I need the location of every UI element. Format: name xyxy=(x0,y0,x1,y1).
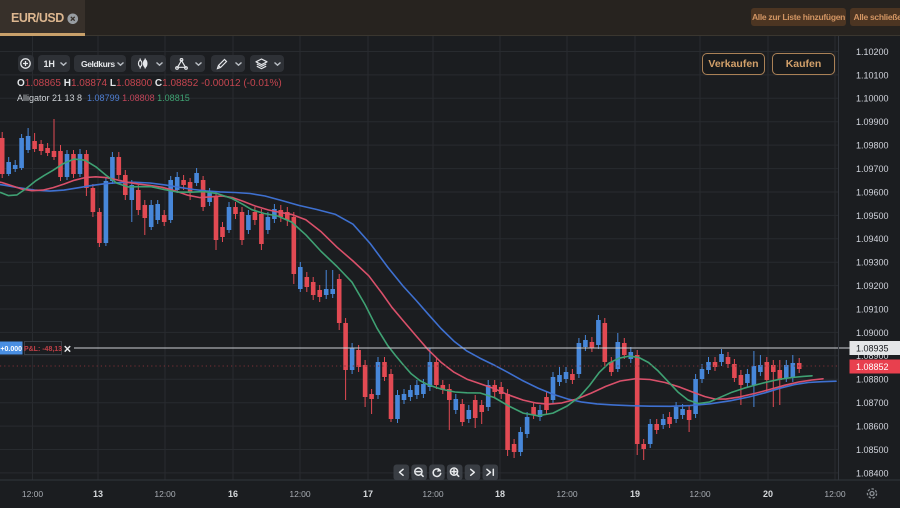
svg-text:1.08900: 1.08900 xyxy=(856,351,889,361)
svg-text:1.08700: 1.08700 xyxy=(856,398,889,408)
svg-text:13: 13 xyxy=(93,489,103,499)
svg-text:1.09400: 1.09400 xyxy=(856,234,889,244)
svg-text:20: 20 xyxy=(763,489,773,499)
svg-text:1.08852: 1.08852 xyxy=(856,362,889,372)
svg-text:12:00: 12:00 xyxy=(154,489,176,499)
svg-text:18: 18 xyxy=(495,489,505,499)
svg-text:1.10200: 1.10200 xyxy=(856,47,889,57)
svg-text:12:00: 12:00 xyxy=(289,489,311,499)
svg-text:1.09300: 1.09300 xyxy=(856,258,889,268)
svg-text:1.09200: 1.09200 xyxy=(856,281,889,291)
svg-text:12:00: 12:00 xyxy=(824,489,846,499)
svg-text:1.09800: 1.09800 xyxy=(856,141,889,151)
svg-text:12:00: 12:00 xyxy=(556,489,578,499)
svg-text:17: 17 xyxy=(363,489,373,499)
svg-text:1.09500: 1.09500 xyxy=(856,211,889,221)
svg-text:1.09000: 1.09000 xyxy=(856,328,889,338)
svg-text:16: 16 xyxy=(228,489,238,499)
svg-text:1.09700: 1.09700 xyxy=(856,164,889,174)
svg-text:12:00: 12:00 xyxy=(689,489,711,499)
svg-text:1.08600: 1.08600 xyxy=(856,422,889,432)
svg-text:+0.000: +0.000 xyxy=(0,346,22,353)
svg-text:✕: ✕ xyxy=(63,345,71,356)
svg-text:1.09600: 1.09600 xyxy=(856,187,889,197)
svg-text:1.08800: 1.08800 xyxy=(856,375,889,385)
svg-text:1.08500: 1.08500 xyxy=(856,445,889,455)
svg-text:1.09100: 1.09100 xyxy=(856,304,889,314)
svg-text:1.08400: 1.08400 xyxy=(856,468,889,478)
svg-text:19: 19 xyxy=(630,489,640,499)
svg-text:1.08935: 1.08935 xyxy=(856,344,889,354)
svg-text:1.10100: 1.10100 xyxy=(856,70,889,80)
svg-text:1.09900: 1.09900 xyxy=(856,117,889,127)
svg-text:12:00: 12:00 xyxy=(22,489,44,499)
svg-text:P&L: -48,13: P&L: -48,13 xyxy=(24,346,62,353)
svg-text:12:00: 12:00 xyxy=(422,489,444,499)
svg-text:1.10000: 1.10000 xyxy=(856,94,889,104)
